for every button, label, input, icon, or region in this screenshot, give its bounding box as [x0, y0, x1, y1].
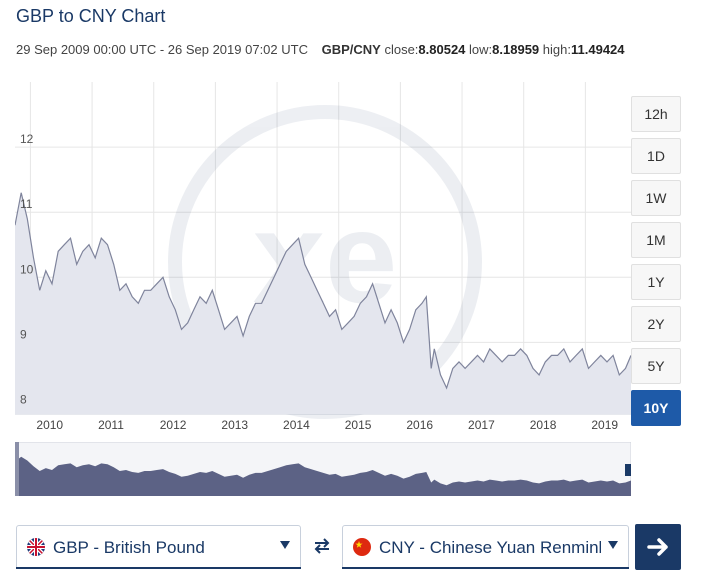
arrow-right-icon: [647, 538, 668, 556]
to-currency-label: CNY - Chinese Yuan Renminbi: [379, 538, 601, 557]
range-selector: 12h 1D 1W 1M 1Y 2Y 5Y 10Y: [631, 96, 681, 432]
x-tick-label: 2011: [98, 418, 124, 432]
x-tick-label: 2015: [345, 418, 372, 432]
y-tick-label: 11: [20, 197, 33, 211]
x-axis-labels: 2010 2011 2012 2013 2014 2015 2016 2017 2018 2019: [36, 418, 618, 432]
convert-button[interactable]: [635, 524, 681, 570]
y-tick-label: 9: [20, 327, 27, 341]
low-label: low:: [469, 42, 493, 57]
high-value: 11.49424: [571, 42, 625, 57]
range-button-1y[interactable]: 1Y: [631, 264, 681, 300]
chart-navigator[interactable]: [14, 441, 632, 497]
navigator-right-handle[interactable]: [625, 464, 631, 476]
page-title: GBP to CNY Chart: [16, 6, 166, 26]
x-tick-label: 2016: [406, 418, 433, 432]
x-tick-label: 2014: [283, 418, 310, 432]
swap-arrows-icon[interactable]: [312, 536, 332, 556]
x-tick-label: 2019: [591, 418, 618, 432]
currency-pair: GBP/CNY: [321, 42, 381, 57]
date-range: 29 Sep 2009 00:00 UTC - 26 Sep 2019 07:0…: [16, 42, 308, 57]
range-button-1d[interactable]: 1D: [631, 138, 681, 174]
range-button-5y[interactable]: 5Y: [631, 348, 681, 384]
y-tick-label: 8: [20, 392, 27, 406]
from-currency-select[interactable]: GBP - British Pound: [16, 525, 301, 569]
range-button-1w[interactable]: 1W: [631, 180, 681, 216]
from-underline: [16, 567, 301, 569]
chevron-down-icon: [280, 541, 290, 549]
navigator-area: [15, 456, 631, 496]
from-currency-label: GBP - British Pound: [53, 538, 205, 557]
y-tick-label: 10: [20, 262, 34, 276]
to-underline: [342, 567, 629, 569]
y-axis-labels: 8 9 10 11 12: [20, 132, 34, 406]
x-tick-label: 2012: [160, 418, 187, 432]
high-label: high:: [542, 42, 571, 57]
x-tick-label: 2010: [36, 418, 63, 432]
china-flag-icon: [353, 538, 371, 556]
range-button-12h[interactable]: 12h: [631, 96, 681, 132]
navigator-left-handle[interactable]: [15, 442, 19, 496]
rate-line: [14, 192, 632, 390]
low-value: 8.18959: [492, 42, 540, 57]
uk-flag-icon: [27, 538, 45, 556]
x-tick-label: 2017: [468, 418, 495, 432]
chart-summary: 29 Sep 2009 00:00 UTC - 26 Sep 2019 07:0…: [16, 42, 625, 57]
close-value: 8.80524: [418, 42, 466, 57]
to-currency-select[interactable]: CNY - Chinese Yuan Renminbi: [342, 525, 629, 569]
range-button-1m[interactable]: 1M: [631, 222, 681, 258]
chevron-down-icon: [608, 541, 618, 549]
x-tick-label: 2018: [530, 418, 557, 432]
range-button-10y[interactable]: 10Y: [631, 390, 681, 426]
x-tick-label: 2013: [221, 418, 248, 432]
y-tick-label: 12: [20, 132, 34, 146]
range-button-2y[interactable]: 2Y: [631, 306, 681, 342]
close-label: close:: [384, 42, 419, 57]
rate-chart[interactable]: xe 8 9 10 11 12 2010 2011 2012 2013 2014 2015 2016…: [14, 82, 632, 434]
navigator-svg[interactable]: [14, 441, 632, 497]
